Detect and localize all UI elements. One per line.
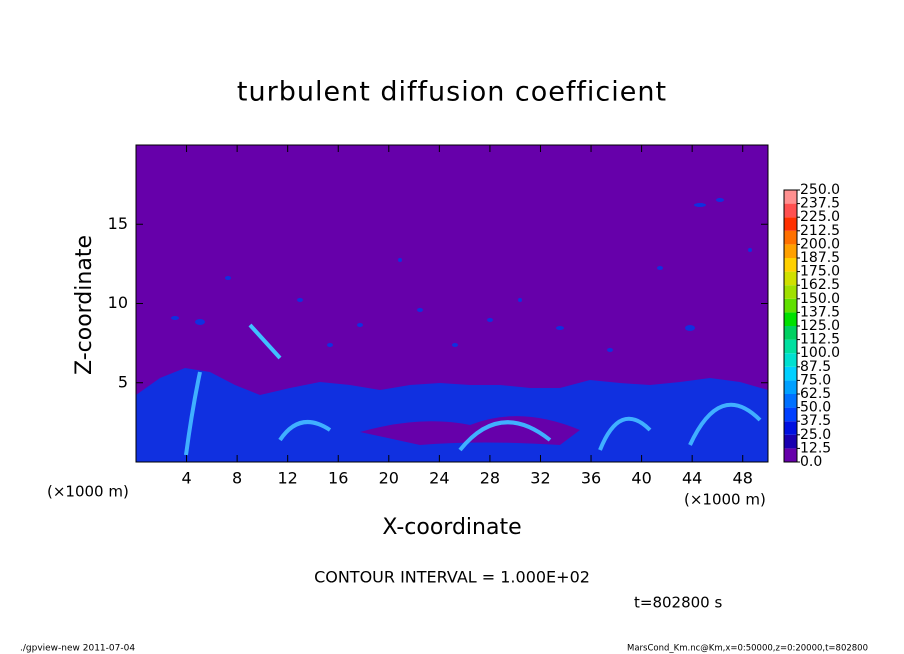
footer-left: ./gpview-new 2011-07-04 [20,644,135,654]
colorbar-label: 37.5 [800,413,831,429]
colorbar-label: 62.5 [800,386,831,402]
colorbar-band [784,190,797,204]
x-tick-label: 40 [631,469,651,488]
colorbar-band [784,407,797,422]
x-tick-label: 48 [733,469,753,488]
colorbar-band [784,285,797,299]
colorbar-label: 225.0 [800,209,840,225]
x-tick-label: 32 [530,469,550,488]
x-tick-label: 28 [480,469,500,488]
colorbar-band [784,258,797,272]
colorbar-label: 112.5 [800,332,840,348]
colorbar-label: 187.5 [800,250,840,266]
x-tick-label: 20 [379,469,399,488]
chart-title: turbulent diffusion coefficient [237,77,667,108]
colorbar-label: 162.5 [800,277,840,293]
colorbar-label: 12.5 [800,440,831,456]
colorbar-label: 125.0 [800,318,840,334]
colorbar-label: 75.0 [800,372,831,388]
y-tick-label: 15 [108,214,128,233]
field-turbulent-layer [136,368,768,462]
field-streak [248,323,282,360]
colorbar-band [784,448,797,462]
y-tick-label: 10 [108,293,128,312]
contour-interval: CONTOUR INTERVAL = 1.000E+02 [314,568,590,587]
colorbar-label: 150.0 [800,291,840,307]
colorbar-band [784,217,797,231]
field-streak [184,371,762,456]
colorbar-label: 0.0 [800,454,822,470]
colorbar-band [784,312,797,326]
y-axis-label: Z-coordinate [72,235,97,375]
x-axis-label: X-coordinate [382,515,521,540]
colorbar-band [784,434,797,449]
colorbar-label: 25.0 [800,427,831,443]
colorbar-label: 250.0 [800,182,840,198]
colorbar-band [784,421,797,435]
x-tick-label: 44 [682,469,702,488]
colorbar-band [784,230,797,245]
x-tick-label: 36 [581,469,601,488]
colorbar-band [784,394,797,408]
colorbar-label: 175.0 [800,264,840,280]
y-axis-unit: (×1000 m) [47,483,129,501]
x-tick-label: 4 [181,469,191,488]
colorbar-label: 100.0 [800,345,840,361]
field [136,145,768,462]
colorbar-band [784,366,797,381]
colorbar-band [784,339,797,354]
colorbar-label: 87.5 [800,359,831,375]
colorbar-label: 212.5 [800,223,840,239]
field-spots [171,198,752,352]
y-tick-label: 5 [118,372,128,391]
colorbar-band [784,244,797,258]
colorbar-band [784,326,797,340]
colorbar-label: 237.5 [800,196,840,212]
x-axis-unit: (×1000 m) [684,491,766,509]
colorbar-band [784,271,797,286]
x-tick-label: 8 [232,469,242,488]
colorbar-band [784,203,797,218]
colorbar-label: 137.5 [800,304,840,320]
colorbar-band [784,298,797,313]
x-tick-label: 24 [429,469,449,488]
x-tick-label: 12 [278,469,298,488]
footer-right: MarsCond_Km.nc@Km,x=0:50000,z=0:20000,t=… [627,644,868,654]
colorbar-label: 200.0 [800,236,840,252]
colorbar-label: 50.0 [800,400,831,416]
colorbar-band [784,380,797,394]
x-tick-label: 16 [328,469,348,488]
colorbar-band [784,353,797,367]
time-label: t=802800 s [634,594,722,612]
